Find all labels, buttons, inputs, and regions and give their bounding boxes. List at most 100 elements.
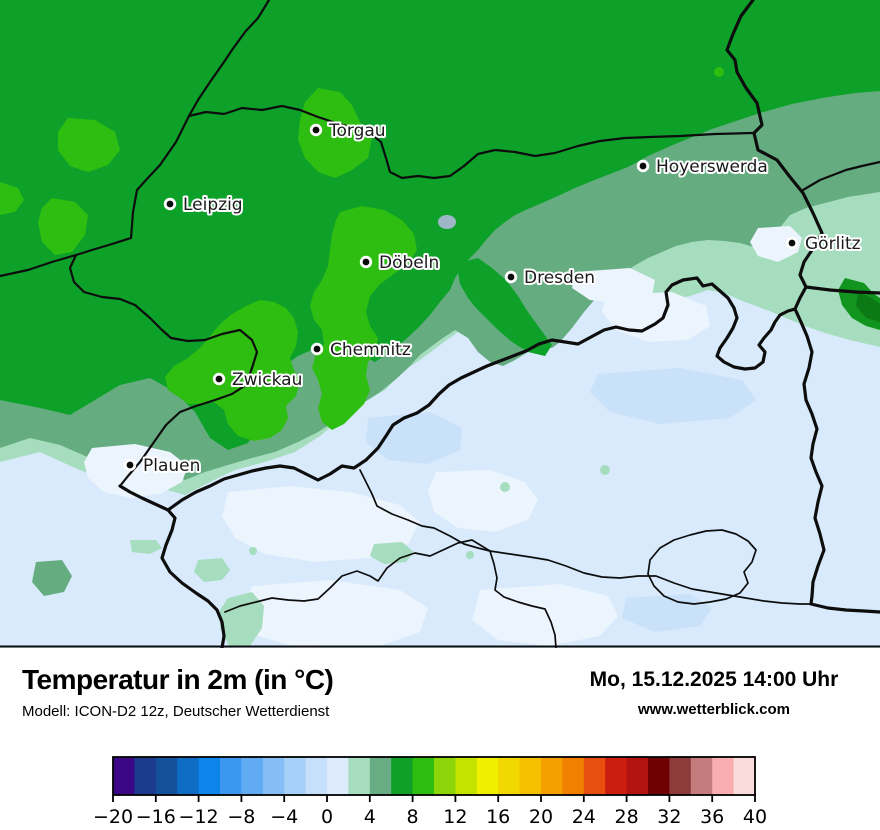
page-title: Temperatur in 2m (in °C) [22,664,334,695]
city-dot [313,345,321,353]
legend-color-cell [391,757,414,795]
legend-tick-label: −4 [270,806,298,828]
legend-tick-label: 28 [615,806,639,828]
district-borders [224,469,812,648]
zone-mint-islands [130,465,610,648]
legend-color-cell [113,757,135,795]
city-marker: Leipzig [163,193,245,217]
legend-cells [113,757,756,795]
legend-color-cell [155,757,178,795]
city-dot [788,239,796,247]
city-dot [507,273,515,281]
legend-tick-label: 0 [321,806,333,828]
legend-ticks [112,795,756,802]
zone-green-tongue [458,258,552,356]
legend-color-cell [284,757,307,795]
city-dot [166,200,174,208]
footer-left: Temperatur in 2m (in °C) Modell: ICON-D2… [22,664,334,720]
zone-dark-green-core [856,292,880,322]
legend-tick-labels: −20 −16 −12 −8 −4 0 4 8 12 16 20 24 28 32 36 40 [93,806,767,828]
city-marker: Dresden [504,266,597,290]
national-borders [118,0,880,648]
legend-color-cell [648,757,670,795]
zone-sage-island [32,560,72,596]
city-label: Chemnitz [330,340,411,360]
legend-color-cell [541,757,563,795]
website-credit: www.wetterblick.com [638,701,790,718]
state-borders [0,0,880,488]
legend-tick-label: 4 [364,806,376,828]
legend-tick-label: 16 [486,806,510,828]
legend-tick-label: 40 [743,806,767,828]
legend-frame [112,756,756,796]
legend-color-cell [455,757,478,795]
legend-color-cell [241,757,264,795]
city-marker: Zwickau [212,368,304,392]
city-label: Plauen [143,456,200,476]
city-label: Leipzig [183,195,243,215]
legend-color-cell [348,757,371,795]
legend-tick-label: 8 [407,806,419,828]
legend-color-cell [262,757,285,795]
city-marker: Döbeln [359,251,441,275]
legend-color-cell [134,757,157,795]
legend-color-cell [712,757,735,795]
zone-gray-spot [438,215,456,229]
city-marker: Görlitz [785,232,863,256]
zone-lighter-blue-patches [84,226,802,648]
forecast-datetime: Mo, 15.12.2025 14:00 Uhr [589,668,839,691]
legend-color-cell [198,757,221,795]
city-dot [215,375,223,383]
footer-right: Mo, 15.12.2025 14:00 Uhr www.wetterblick… [564,668,864,718]
city-marker: Hoyerswerda [636,155,770,179]
legend-color-cell [220,757,242,795]
city-marker: Torgau [309,119,388,143]
city-label: Hoyerswerda [656,157,768,177]
city-dot [126,461,134,469]
city-dot [639,162,647,170]
legend-color-cell [305,757,328,795]
legend-color-cell [412,757,435,795]
legend-tick-label: 24 [572,806,596,828]
legend-color-cell [669,757,692,795]
legend-color-cell [605,757,628,795]
model-info: Modell: ICON-D2 12z, Deutscher Wetterdie… [22,703,330,720]
legend-color-cell [562,757,585,795]
legend-tick-label: −8 [227,806,255,828]
legend-tick-label: 12 [443,806,467,828]
city-label: Dresden [524,268,595,288]
legend-tick-label: −12 [179,806,219,828]
legend-tick-label: −20 [93,806,133,828]
legend-color-cell [177,757,200,795]
city-marker: Chemnitz [310,338,413,362]
legend-svg: −20 −16 −12 −8 −4 0 4 8 12 16 20 24 28 32 36 40 [93,756,767,828]
footer: Temperatur in 2m (in °C) Modell: ICON-D2… [0,648,880,748]
city-dot [362,258,370,266]
legend-color-cell [690,757,713,795]
city-label: Torgau [328,121,386,141]
legend-tick-label: 32 [657,806,681,828]
legend-color-cell [583,757,606,795]
legend-color-cell [369,757,392,795]
city-label: Görlitz [805,234,861,254]
city-marker: Plauen [123,454,202,478]
legend-tick-label: 36 [700,806,724,828]
legend-color-cell [519,757,542,795]
legend-color-cell [476,757,499,795]
city-label: Zwickau [232,370,302,390]
weather-map: Torgau Leipzig Hoyerswerda Görlitz Döbeln Dre… [0,0,880,648]
legend-color-cell [733,757,756,795]
zone-darker-blue-patches [366,368,756,632]
legend-color-cell [498,757,521,795]
legend-tick-label: 20 [529,806,553,828]
legend-tick-label: −16 [136,806,176,828]
city-label: Döbeln [379,253,439,273]
city-dot [312,126,320,134]
legend-color-cell [626,757,649,795]
temperature-legend: −20 −16 −12 −8 −4 0 4 8 12 16 20 24 28 32 36 40 [0,748,880,830]
map-canvas: Torgau Leipzig Hoyerswerda Görlitz Döbeln Dre… [0,0,880,648]
legend-color-cell [434,757,456,795]
legend-color-cell [327,757,349,795]
zone-bright-green-patches [0,67,724,441]
